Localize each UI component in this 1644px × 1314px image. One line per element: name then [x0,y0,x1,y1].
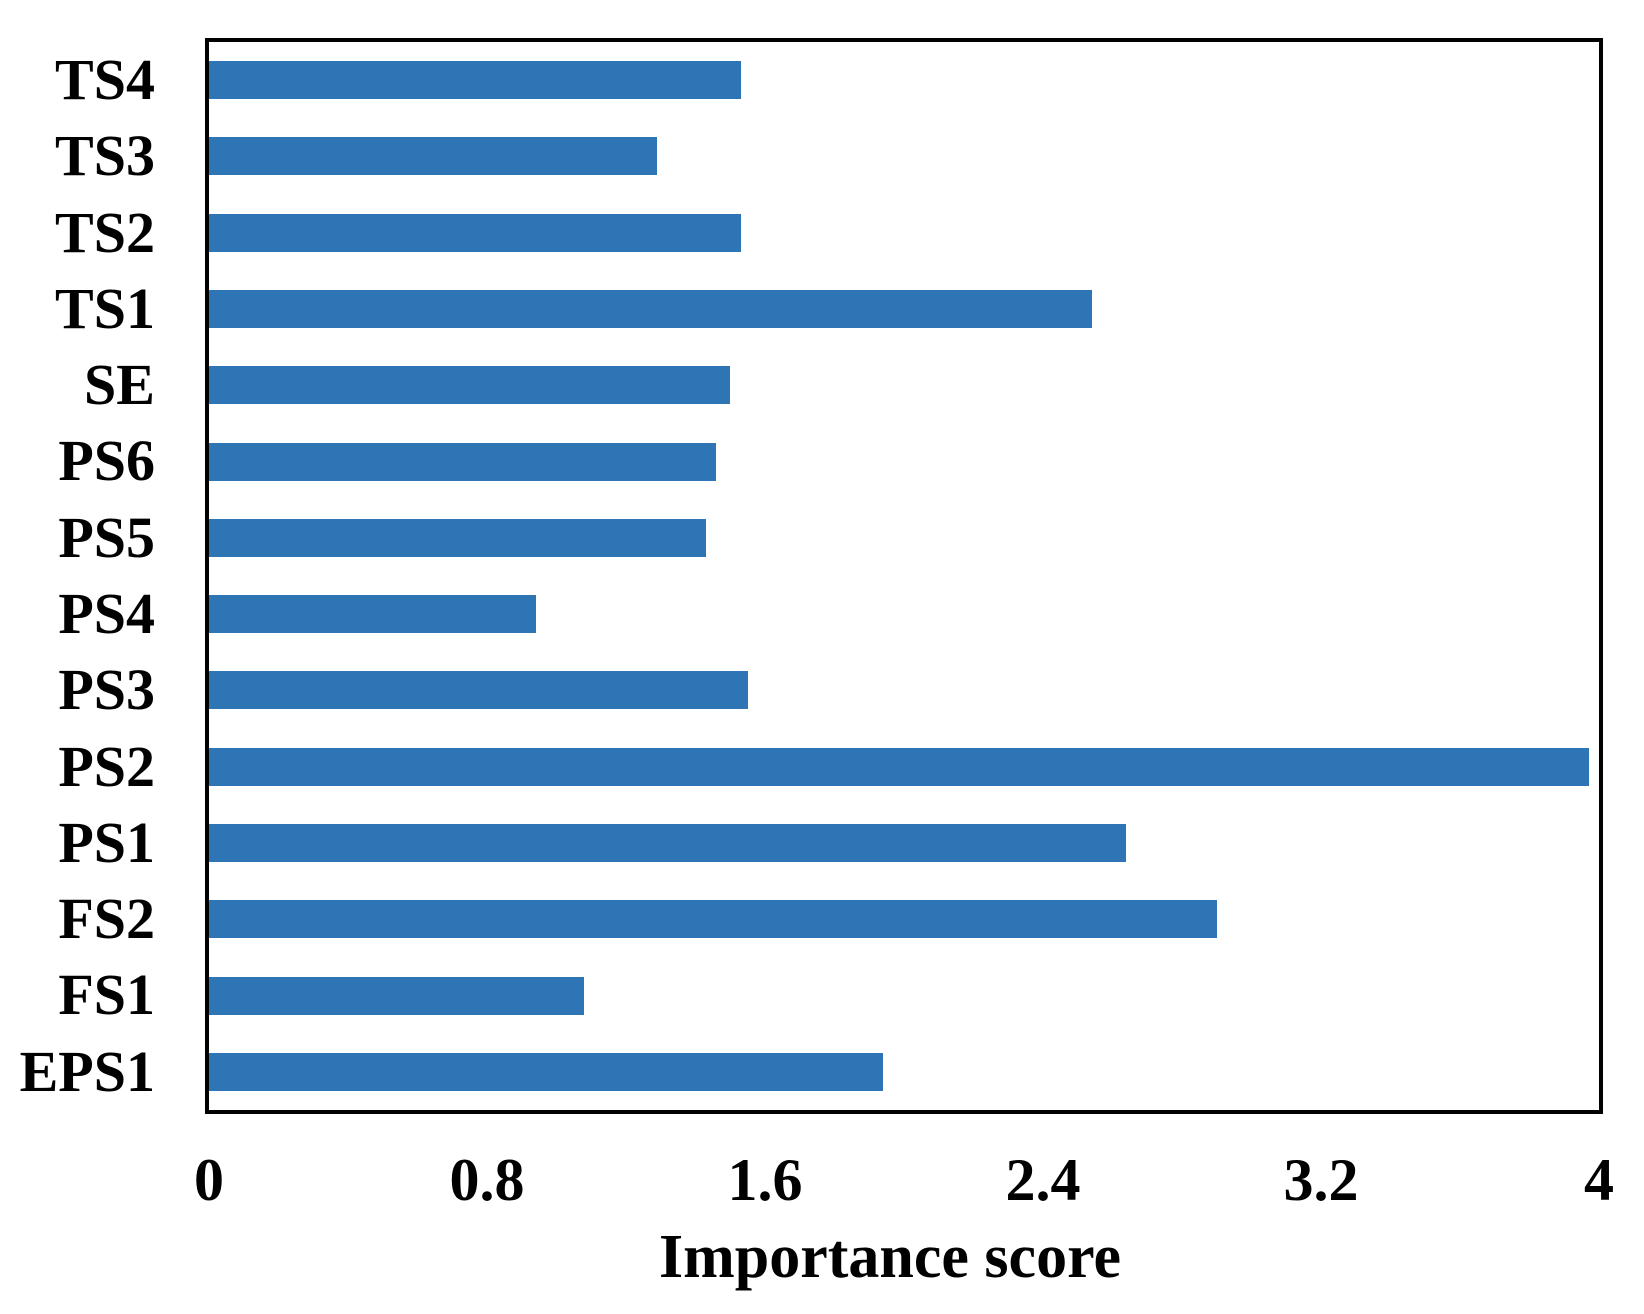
category-label-fs1: FS1 [58,962,155,1028]
bar-eps1 [209,1052,884,1091]
category-label-eps1: EPS1 [19,1038,155,1104]
plot-area [205,38,1603,1114]
category-label-fs2: FS2 [58,886,155,952]
x-tick-label-1.6: 1.6 [727,1147,803,1213]
bar-ps3 [209,671,748,710]
category-label-ts3: TS3 [55,123,155,189]
category-label-ps4: PS4 [58,581,155,646]
x-tick-label-0.8: 0.8 [449,1147,525,1213]
bar-ts1 [209,290,1092,328]
bar-ps1 [209,824,1127,862]
bar-se [209,366,731,405]
category-label-ps2: PS2 [58,733,155,799]
category-label-ts4: TS4 [55,47,155,112]
category-label-se: SE [84,352,155,418]
x-tick-label-0: 0 [194,1147,224,1213]
category-label-ts1: TS1 [55,275,155,341]
bar-ts2 [209,213,741,252]
bar-ps5 [209,518,706,557]
category-label-ps3: PS3 [58,657,155,723]
bar-fs2 [209,900,1217,939]
category-label-ps6: PS6 [58,428,155,494]
bar-ts3 [209,137,658,176]
bar-ps4 [209,595,536,634]
bar-ts4 [209,61,741,100]
category-label-ps1: PS1 [58,809,155,875]
category-label-ts2: TS2 [55,199,155,265]
bar-ps6 [209,442,717,481]
x-axis-title: Importance score [658,1223,1122,1291]
x-tick-label-4: 4 [1584,1147,1614,1213]
bar-ps2 [209,747,1589,786]
x-tick-label-3.2: 3.2 [1283,1147,1359,1213]
x-tick-label-2.4: 2.4 [1005,1147,1081,1213]
bar-fs1 [209,976,585,1015]
category-label-ps5: PS5 [58,504,155,570]
